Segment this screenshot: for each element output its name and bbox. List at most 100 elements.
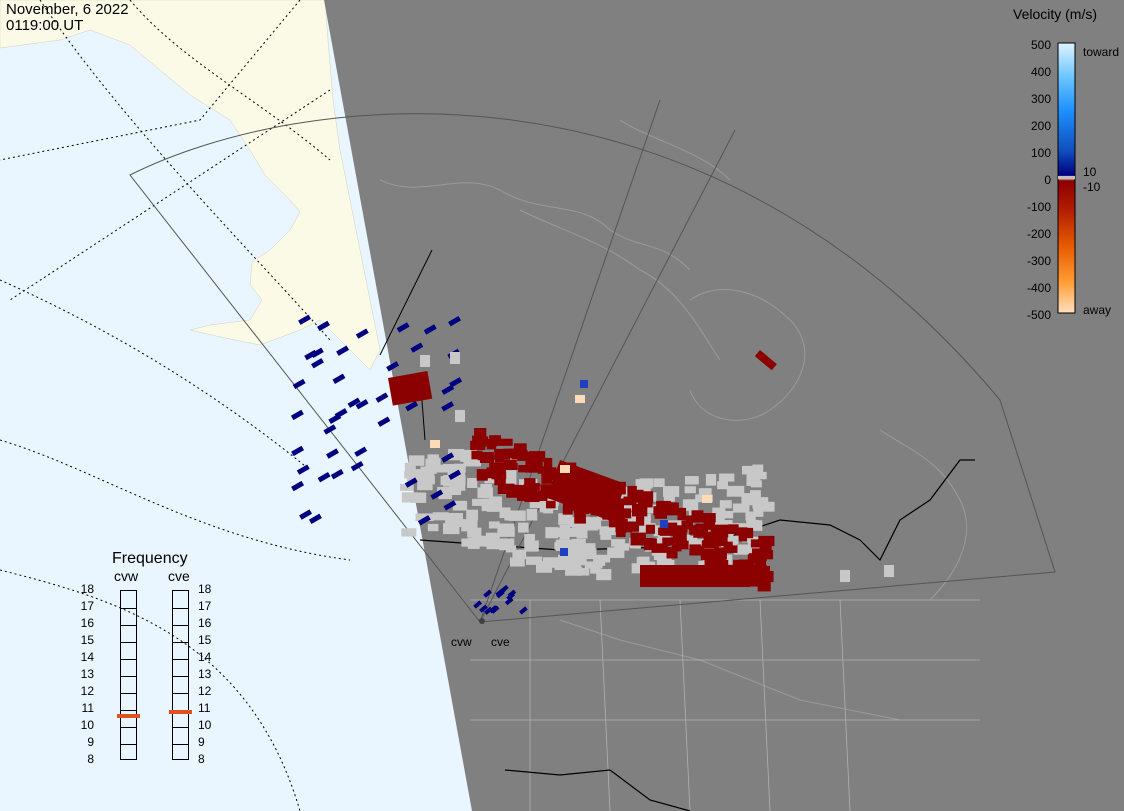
velocity-cell bbox=[884, 565, 894, 577]
radar-site-marker bbox=[479, 618, 485, 624]
velocity-cell bbox=[298, 314, 311, 325]
velocity-cell bbox=[558, 513, 573, 525]
velocity-cell bbox=[698, 488, 712, 498]
velocity-cell bbox=[565, 563, 581, 571]
frequency-scale-label: 9 bbox=[87, 735, 94, 749]
velocity-cell bbox=[449, 377, 463, 388]
velocity-cell bbox=[708, 516, 725, 526]
velocity-cell bbox=[448, 469, 462, 480]
velocity-cell bbox=[643, 537, 654, 551]
velocity-cell bbox=[355, 399, 369, 410]
velocity-cell bbox=[631, 503, 648, 517]
velocity-cell bbox=[526, 508, 538, 521]
velocity-cell bbox=[481, 537, 495, 547]
velocity-cell bbox=[741, 465, 755, 475]
velocity-cell bbox=[684, 476, 699, 485]
colorbar-tick-label: -100 bbox=[1026, 200, 1051, 214]
velocity-cell bbox=[443, 474, 457, 487]
velocity-cell bbox=[540, 484, 553, 497]
velocity-cell bbox=[720, 510, 734, 519]
velocity-cell bbox=[623, 496, 637, 506]
velocity-cell bbox=[653, 506, 670, 516]
velocity-cell bbox=[554, 542, 571, 550]
velocity-cell bbox=[323, 424, 337, 435]
velocity-cell bbox=[386, 361, 400, 372]
frequency-title: Frequency bbox=[112, 550, 188, 567]
radar-label-cve: cve bbox=[491, 635, 510, 649]
radar-label-cvw: cvw bbox=[451, 635, 472, 649]
velocity-cell bbox=[423, 324, 437, 335]
velocity-cell bbox=[733, 544, 750, 555]
velocity-cell bbox=[662, 523, 677, 532]
velocity-cell bbox=[425, 458, 437, 469]
velocity-cell bbox=[681, 520, 693, 530]
velocity-cell bbox=[717, 481, 728, 490]
velocity-cell bbox=[375, 392, 389, 403]
velocity-cell bbox=[671, 540, 689, 550]
freq-radar-cve-label: cve bbox=[168, 568, 190, 584]
frequency-scale-label: 17 bbox=[198, 599, 212, 613]
freq-radar-cvw-label: cvw bbox=[114, 568, 139, 584]
velocity-cell bbox=[653, 478, 665, 488]
velocity-cell bbox=[401, 528, 417, 537]
frequency-scale-label: 14 bbox=[198, 650, 212, 664]
velocity-cell bbox=[663, 486, 680, 497]
velocity-cell bbox=[442, 523, 460, 535]
colorbar-tick-label: 0 bbox=[1044, 173, 1051, 187]
velocity-cell bbox=[517, 451, 534, 461]
state-borders bbox=[470, 599, 980, 811]
velocity-cell bbox=[488, 521, 500, 529]
velocity-cell bbox=[572, 553, 587, 566]
velocity-cell bbox=[627, 485, 637, 497]
velocity-cell bbox=[481, 438, 498, 447]
velocity-cell bbox=[723, 545, 738, 553]
frequency-marker bbox=[169, 710, 192, 715]
velocity-cell bbox=[611, 539, 626, 547]
velocity-cell bbox=[447, 464, 464, 476]
velocity-cell bbox=[326, 448, 339, 459]
frequency-scale-label: 13 bbox=[198, 667, 212, 681]
frequency-scale-label: 15 bbox=[80, 633, 94, 647]
velocity-cell bbox=[476, 469, 488, 481]
velocity-cell bbox=[404, 462, 416, 472]
velocity-cell bbox=[404, 477, 418, 488]
velocity-cell bbox=[512, 549, 527, 560]
velocity-cell bbox=[529, 500, 542, 509]
colorbar-tick-label: 300 bbox=[1030, 92, 1051, 106]
velocity-cell bbox=[756, 570, 774, 583]
velocity-cell bbox=[750, 490, 761, 498]
velocity-scatter bbox=[290, 314, 894, 615]
colorbar-tick-label: 400 bbox=[1030, 65, 1051, 79]
alaska-landmass bbox=[0, 0, 381, 371]
velocity-cell bbox=[507, 589, 517, 598]
velocity-cell bbox=[616, 528, 626, 538]
velocity-cell bbox=[703, 520, 716, 530]
colorbar-tick-label: -300 bbox=[1026, 254, 1051, 268]
velocity-cell bbox=[545, 527, 559, 539]
frequency-scale-column bbox=[172, 590, 189, 760]
frequency-scale-label: 12 bbox=[80, 684, 94, 698]
velocity-cell bbox=[571, 545, 584, 557]
velocity-cell bbox=[575, 395, 585, 403]
velocity-cell bbox=[291, 480, 305, 492]
velocity-cell bbox=[653, 551, 672, 560]
velocity-cell bbox=[461, 519, 478, 530]
velocity-cell bbox=[396, 322, 410, 333]
velocity-cell bbox=[418, 474, 432, 487]
velocity-cell bbox=[448, 448, 465, 461]
velocity-cell bbox=[545, 500, 556, 509]
velocity-cell bbox=[471, 450, 483, 460]
velocity-cell bbox=[296, 464, 310, 475]
velocity-cell bbox=[750, 539, 765, 548]
velocity-cell bbox=[580, 380, 588, 388]
velocity-cell bbox=[509, 557, 525, 567]
velocity-cell bbox=[518, 464, 529, 473]
velocity-cell bbox=[732, 503, 750, 513]
velocity-cell bbox=[350, 460, 364, 472]
velocity-cell bbox=[334, 408, 348, 419]
colorbar-title: Velocity (m/s) bbox=[1013, 6, 1098, 22]
frequency-scale-label: 11 bbox=[198, 701, 211, 715]
velocity-cell bbox=[719, 500, 732, 509]
velocity-cell bbox=[700, 513, 716, 523]
